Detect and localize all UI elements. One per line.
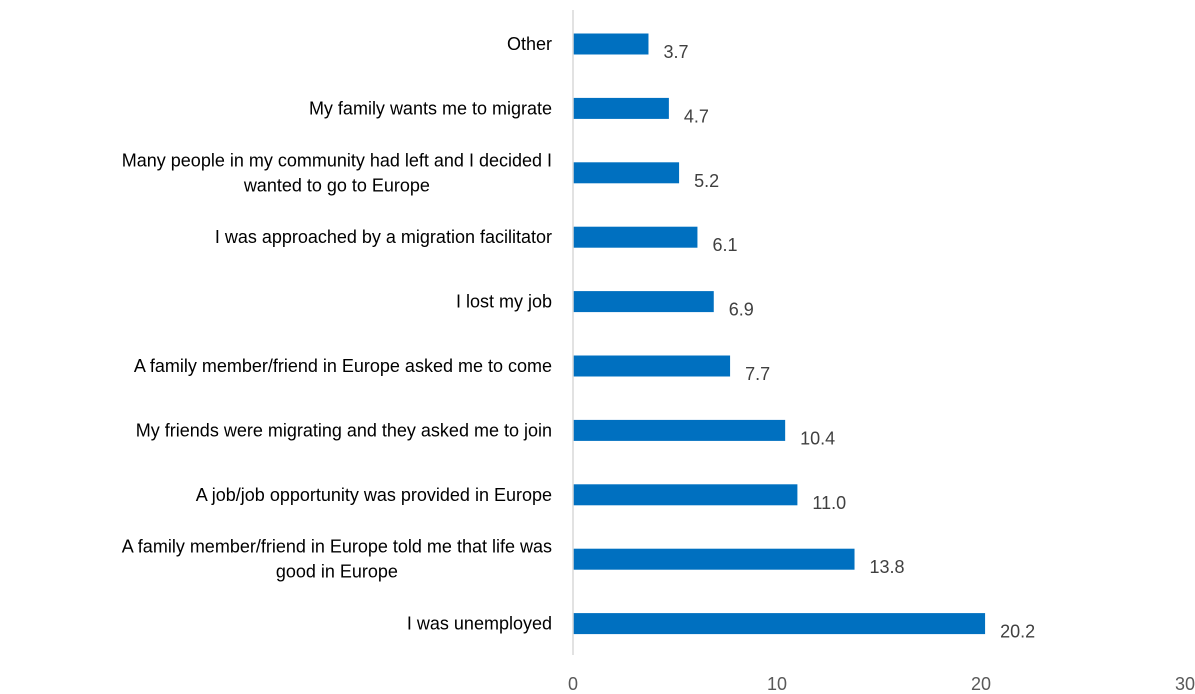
category-labels-group: Other My family wants me to migrate Many p… <box>122 34 552 634</box>
category-label: A family member/friend in Europe asked m… <box>134 356 552 376</box>
category-label: I was unemployed <box>407 614 552 634</box>
bars-group <box>573 33 986 635</box>
category-label: A family member/friend in Europe told me… <box>122 537 552 582</box>
value-label: 5.2 <box>694 171 719 191</box>
category-label: Many people in my community had left and… <box>122 150 552 195</box>
value-labels-group: 3.7 4.7 5.2 6.1 6.9 7.7 10.4 11.0 13.8 20.2 <box>663 42 1035 642</box>
category-label: My friends were migrating and they asked… <box>136 420 552 440</box>
bar <box>573 33 649 55</box>
value-label: 7.7 <box>745 364 770 384</box>
bar <box>573 484 798 506</box>
value-label: 3.7 <box>663 42 688 62</box>
x-tick-label: 30 <box>1175 674 1195 694</box>
value-label: 6.1 <box>712 235 737 255</box>
category-label: My family wants me to migrate <box>309 98 552 118</box>
bar <box>573 162 680 184</box>
x-tick-labels-group: 0 10 20 30 <box>568 674 1195 694</box>
value-label: 6.9 <box>729 300 754 320</box>
value-label: 20.2 <box>1000 622 1035 642</box>
value-label: 10.4 <box>800 428 835 448</box>
bar <box>573 226 698 248</box>
value-label: 13.8 <box>870 557 905 577</box>
value-label: 4.7 <box>684 106 709 126</box>
bar <box>573 419 786 441</box>
bar <box>573 291 714 313</box>
x-tick-label: 0 <box>568 674 578 694</box>
bar <box>573 613 986 635</box>
x-tick-label: 10 <box>767 674 787 694</box>
x-tick-label: 20 <box>971 674 991 694</box>
category-label: I lost my job <box>456 292 552 312</box>
bar <box>573 97 669 119</box>
value-label: 11.0 <box>812 493 846 513</box>
bar <box>573 355 731 377</box>
category-label: A job/job opportunity was provided in Eu… <box>196 485 552 505</box>
category-label: I was approached by a migration facilita… <box>215 227 552 247</box>
bar <box>573 548 855 570</box>
category-label: Other <box>507 34 552 54</box>
